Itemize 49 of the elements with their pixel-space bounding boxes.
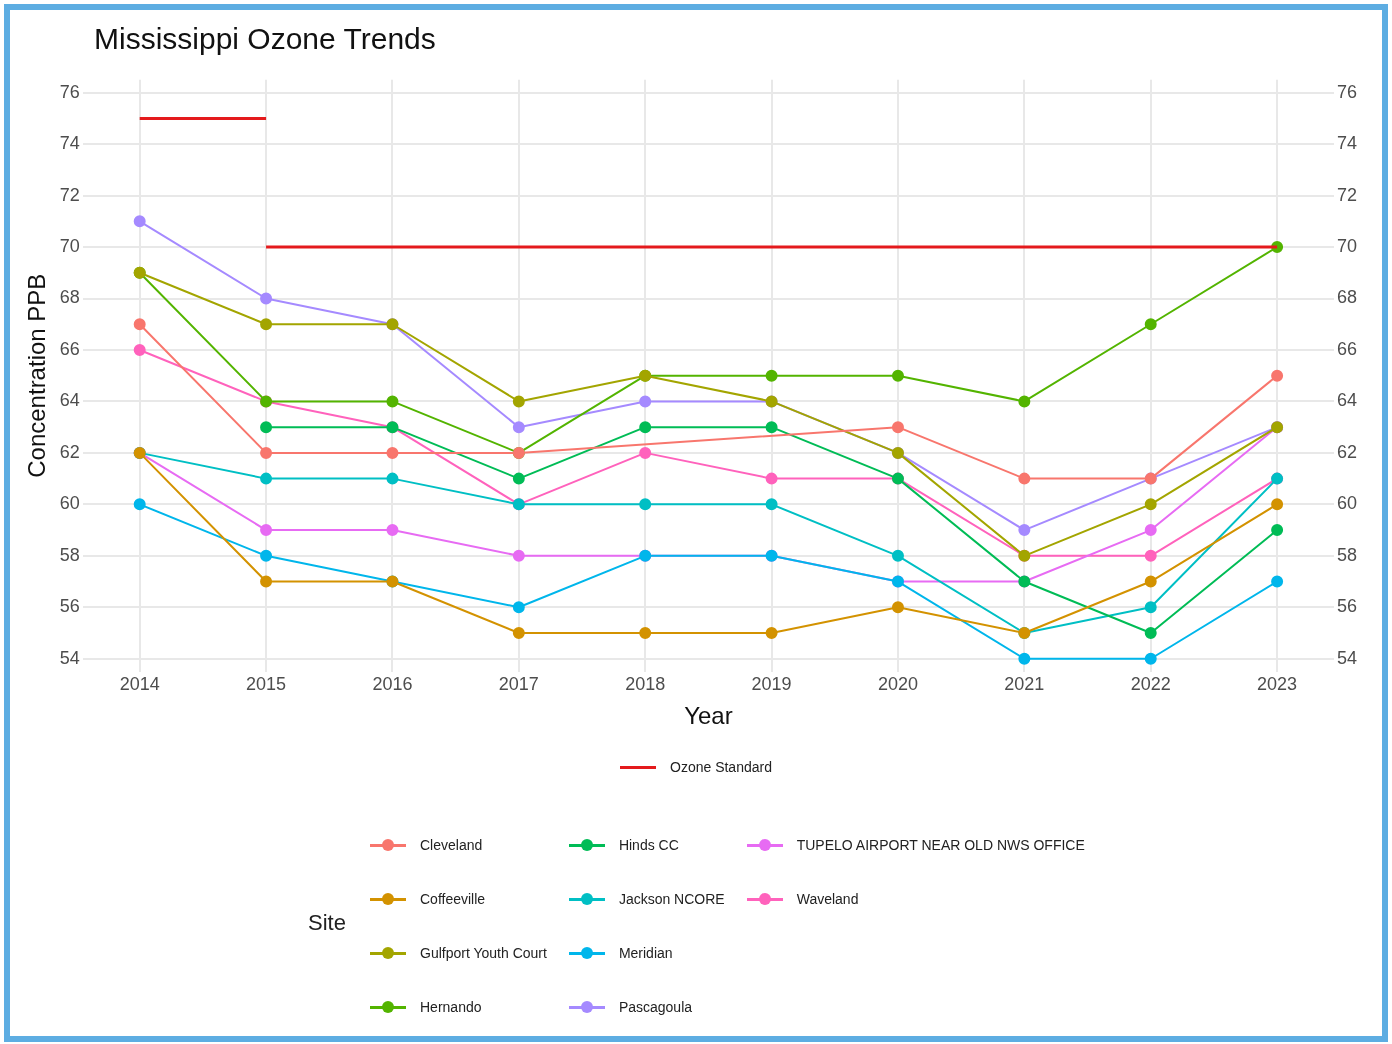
y2-tick-label: 56: [1336, 596, 1358, 617]
y2-tick-label: 74: [1336, 133, 1358, 154]
legend-label: Jackson NCORE: [618, 891, 725, 907]
y-tick-label: 58: [59, 544, 80, 565]
y2-tick-label: 68: [1336, 287, 1358, 308]
x-tick-label: 2014: [119, 674, 160, 695]
y-tick-label: 68: [59, 287, 80, 308]
y-axis-title: Concentration PPB: [23, 273, 51, 478]
y-tick-label: 60: [59, 493, 80, 514]
legend-label: Pascagoula: [618, 999, 693, 1015]
legend-label: Hernando: [420, 999, 482, 1015]
y2-tick-label: 58: [1336, 544, 1358, 565]
legend-label: Waveland: [796, 891, 859, 907]
y-tick-label: 62: [59, 441, 80, 462]
legend-label: Hinds CC: [618, 837, 679, 853]
legend-label: TUPELO AIRPORT NEAR OLD NWS OFFICE: [796, 837, 1085, 853]
y-tick-label: 64: [59, 390, 80, 411]
x-tick-label: 2021: [1004, 674, 1045, 695]
y-tick-label: 54: [59, 647, 80, 668]
y-tick-label: 70: [59, 236, 80, 257]
y2-tick-label: 54: [1336, 647, 1358, 668]
legend-label: Meridian: [618, 945, 673, 961]
y-tick-label: 76: [59, 81, 80, 102]
x-tick-label: 2020: [877, 674, 918, 695]
chart-title: Mississippi Ozone Trends: [94, 22, 436, 56]
y2-tick-label: 70: [1336, 236, 1358, 257]
x-axis-title: Year: [684, 702, 733, 730]
y2-tick-label: 64: [1336, 390, 1358, 411]
y-tick-label: 66: [59, 338, 80, 359]
legend-label: Ozone Standard: [670, 759, 772, 775]
legend-label: Gulfport Youth Court: [420, 945, 547, 961]
x-tick-label: 2022: [1130, 674, 1171, 695]
x-tick-label: 2017: [498, 674, 539, 695]
y2-tick-label: 76: [1336, 81, 1358, 102]
y2-tick-label: 62: [1336, 441, 1358, 462]
legend-label: Coffeeville: [420, 891, 486, 907]
legend-title: Site: [308, 910, 346, 936]
y-tick-label: 74: [59, 133, 80, 154]
legend-label: Cleveland: [420, 837, 483, 853]
y-tick-label: 56: [59, 596, 80, 617]
x-tick-label: 2016: [372, 674, 413, 695]
y2-tick-label: 60: [1336, 493, 1358, 514]
x-tick-label: 2023: [1257, 674, 1298, 695]
x-tick-label: 2015: [246, 674, 287, 695]
y2-tick-label: 66: [1336, 338, 1358, 359]
x-tick-label: 2019: [751, 674, 792, 695]
x-tick-label: 2018: [625, 674, 666, 695]
y-tick-label: 72: [59, 184, 80, 205]
y2-tick-label: 72: [1336, 184, 1358, 205]
